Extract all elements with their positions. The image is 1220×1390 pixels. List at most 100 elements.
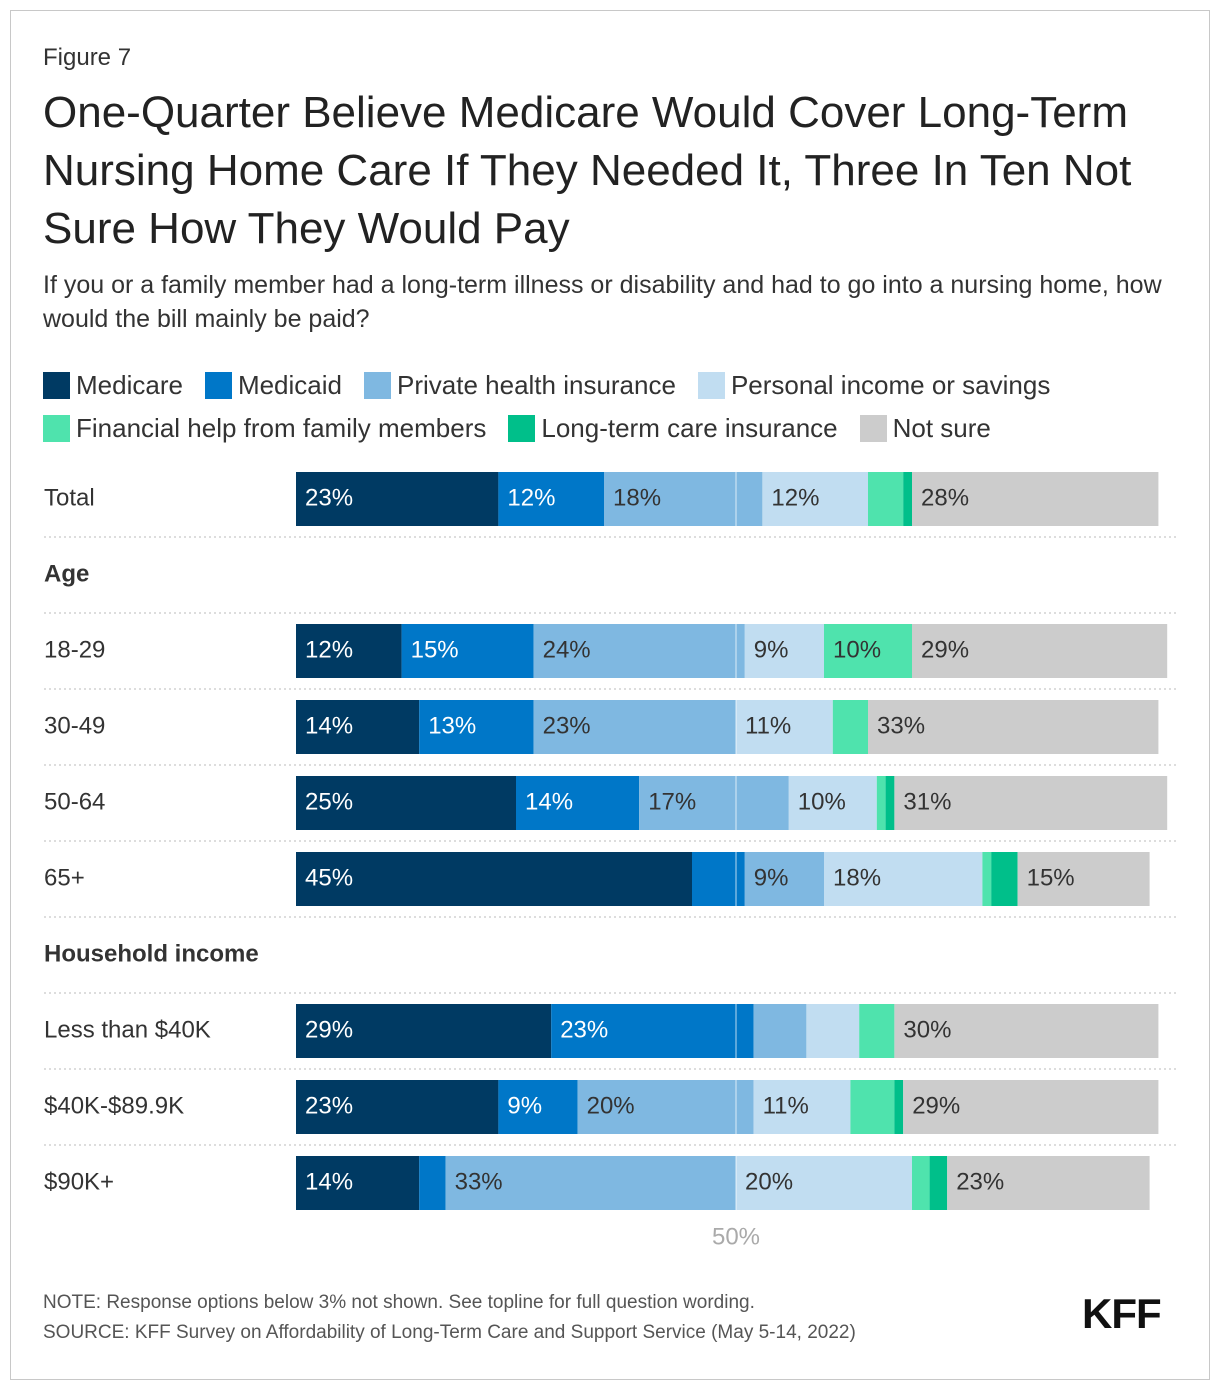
bar-segment: [868, 700, 1159, 754]
value-label: 23%: [305, 1092, 353, 1119]
bar-segment: [419, 1156, 446, 1210]
value-label: 33%: [455, 1168, 503, 1195]
category-label: 65+: [44, 864, 85, 891]
value-label: 23%: [305, 484, 353, 511]
bar-segment: [736, 700, 833, 754]
legend-label: Financial help from family members: [76, 413, 487, 443]
legend-label: Medicaid: [237, 370, 342, 400]
value-label: 12%: [305, 636, 353, 663]
value-label: 20%: [587, 1092, 635, 1119]
bar-segment: [859, 1004, 895, 1058]
frame: [10, 10, 1210, 1380]
value-label: 10%: [833, 636, 881, 663]
bar-segment: [533, 700, 736, 754]
legend-item: Personal income or savings: [697, 370, 1051, 401]
legend-item: Financial help from family members: [43, 413, 486, 444]
value-label: 20%: [745, 1168, 793, 1195]
bar-segment: [516, 776, 640, 830]
value-label: 14%: [525, 788, 573, 815]
bar-segment: [912, 1156, 930, 1210]
bar-segment: [806, 1004, 860, 1058]
legend-swatch: [508, 415, 536, 442]
bar-segment: [929, 1156, 948, 1210]
bar-segment: [788, 776, 877, 830]
bar-segment: [991, 852, 1018, 906]
bar-segment: [982, 852, 992, 906]
category-label: Less than $40K: [44, 1016, 211, 1043]
value-label: 29%: [921, 636, 969, 663]
value-label: 31%: [903, 788, 951, 815]
legend-label: Personal income or savings: [730, 370, 1051, 400]
category-label: $90K+: [44, 1168, 114, 1195]
legend-label: Not sure: [892, 413, 991, 443]
bar-segment: [736, 1156, 912, 1210]
legend-label: Long-term care insurance: [541, 413, 838, 443]
bar-segment: [850, 1080, 895, 1134]
bar-segment: [551, 1004, 754, 1058]
bar-segment: [894, 1004, 1159, 1058]
bar-segment: [885, 776, 895, 830]
legend-item: Long-term care insurance: [508, 413, 838, 444]
value-label: 25%: [305, 788, 353, 815]
category-label: Total: [44, 484, 95, 511]
bar-segment: [753, 1080, 851, 1134]
logo: KFF: [1082, 1290, 1162, 1337]
value-label: 15%: [411, 636, 459, 663]
value-label: 12%: [507, 484, 555, 511]
legend-swatch: [859, 415, 887, 442]
bar-segment: [903, 1080, 1159, 1134]
chart-subtitle: If you or a family member had a long-ter…: [43, 271, 1162, 333]
legend-swatch: [697, 372, 725, 399]
category-label: 50-64: [44, 788, 105, 815]
legend-item: Not sure: [859, 413, 991, 444]
legend-item: Medicaid: [204, 370, 342, 401]
value-label: 9%: [754, 636, 789, 663]
value-label: 10%: [798, 788, 846, 815]
legend-swatch: [204, 372, 232, 399]
bar-segment: [296, 1080, 499, 1134]
group-header: Age: [44, 560, 89, 587]
bar-segment: [824, 624, 912, 678]
bar-segment: [762, 472, 868, 526]
value-label: 28%: [921, 484, 969, 511]
bar-segment: [296, 624, 402, 678]
legend-swatch: [43, 415, 70, 442]
note: NOTE: Response options below 3% not show…: [43, 1292, 755, 1313]
legend-label: Private health insurance: [397, 370, 676, 400]
value-label: 33%: [877, 712, 925, 739]
value-label: 9%: [754, 864, 789, 891]
bar-segment: [832, 700, 868, 754]
bar-segment: [868, 472, 904, 526]
bar-segment: [577, 1080, 754, 1134]
bar-segment: [876, 776, 886, 830]
bar-segment: [744, 852, 824, 906]
bar-segment: [419, 700, 534, 754]
x-tick-label: 50%: [712, 1223, 760, 1250]
value-label: 13%: [428, 712, 476, 739]
value-label: 14%: [305, 712, 353, 739]
category-label: 30-49: [44, 712, 105, 739]
bar-segment: [639, 776, 789, 830]
category-label: $40K-$89.9K: [44, 1092, 184, 1119]
value-label: 23%: [956, 1168, 1004, 1195]
value-label: 29%: [305, 1016, 353, 1043]
value-label: 18%: [833, 864, 881, 891]
bar-segment: [912, 624, 1168, 678]
bar-segment: [744, 624, 824, 678]
value-label: 23%: [560, 1016, 608, 1043]
legend: Medicare Medicaid Private health insurance…: [43, 370, 1163, 444]
bar-segment: [824, 852, 983, 906]
bar-segment: [753, 1004, 807, 1058]
bar-segment: [533, 624, 745, 678]
bar-segment: [296, 1004, 552, 1058]
value-label: 29%: [912, 1092, 960, 1119]
legend-swatch: [43, 372, 70, 399]
bar-segment: [401, 624, 534, 678]
bar-segment: [947, 1156, 1150, 1210]
group-header: Household income: [44, 940, 259, 967]
legend-swatch: [364, 372, 391, 399]
value-label: 12%: [771, 484, 819, 511]
source: SOURCE: KFF Survey on Affordability of L…: [43, 1322, 856, 1343]
bar-segment: [296, 1156, 420, 1210]
